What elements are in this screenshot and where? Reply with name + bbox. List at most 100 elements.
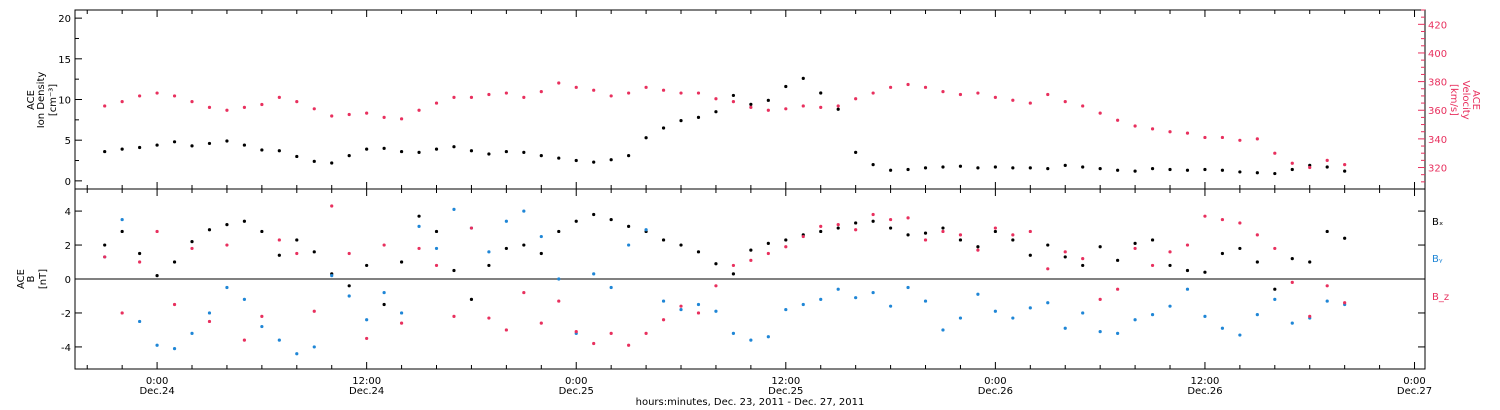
by-point (277, 338, 281, 342)
bx-point (242, 219, 247, 223)
density-point (207, 141, 212, 146)
bz-point (1046, 267, 1050, 271)
by-point (295, 352, 299, 356)
by-point (1098, 330, 1102, 334)
velocity-point (1098, 111, 1102, 115)
bx-point (906, 233, 910, 237)
bz-point (417, 246, 421, 251)
velocity-point (469, 95, 474, 99)
bx-point (627, 224, 631, 228)
bz-point (1343, 301, 1347, 305)
bx-point (574, 219, 578, 223)
bx-point (1343, 236, 1347, 240)
bx-point (696, 250, 701, 254)
legend-bx: Bₓ (1432, 217, 1443, 228)
bx-point (836, 226, 840, 230)
bx-point (819, 229, 823, 234)
bx-point (207, 228, 212, 232)
velocity-tick-label: 320 (1428, 164, 1447, 175)
bz-point (330, 204, 334, 208)
velocity-point (417, 108, 421, 112)
bx-point (1273, 287, 1277, 291)
x-tick-time-label: 0:00 (146, 376, 168, 387)
density-point (557, 156, 561, 160)
velocity-point (906, 82, 910, 87)
velocity-point (522, 95, 526, 99)
density-point (120, 147, 124, 151)
bx-point (679, 243, 683, 247)
bx-point (260, 229, 264, 234)
x-tick-time-label: 12:00 (352, 376, 381, 387)
by-point (382, 290, 386, 295)
velocity-point (295, 100, 299, 104)
bz-point (242, 338, 247, 342)
velocity-point (1011, 98, 1015, 102)
density-point (784, 84, 788, 89)
density-axis-title-line1: ACE (26, 90, 37, 110)
density-tick-label: 0 (65, 177, 71, 188)
by-point (888, 304, 893, 308)
by-point (347, 294, 351, 298)
velocity-point (382, 115, 386, 119)
bz-point (120, 311, 124, 315)
density-tick-label: 5 (65, 136, 71, 147)
by-point (242, 297, 247, 301)
by-point (941, 328, 945, 332)
bz-point (295, 251, 299, 256)
bz-point (958, 233, 963, 237)
field-tick-label: -4 (61, 343, 71, 354)
velocity-point (399, 117, 404, 121)
density-point (469, 149, 474, 153)
bz-point (854, 228, 858, 232)
by-point (714, 309, 718, 313)
velocity-point (190, 100, 194, 104)
bz-point (906, 216, 910, 220)
bz-point (207, 319, 212, 324)
velocity-point (1290, 161, 1294, 165)
field-axis-title: ACE B [nT] (16, 269, 49, 289)
by-point (1203, 314, 1207, 318)
bx-point (434, 229, 439, 234)
density-point (312, 159, 316, 163)
velocity-point (1063, 100, 1067, 104)
by-point (172, 347, 177, 351)
bx-point (888, 226, 893, 230)
bz-point (627, 343, 631, 347)
density-point (172, 140, 177, 144)
bx-point (382, 302, 386, 307)
density-point (1273, 171, 1277, 176)
bz-point (138, 260, 142, 264)
bx-point (993, 229, 997, 234)
velocity-point (941, 90, 945, 94)
density-point (487, 152, 491, 156)
by-point (923, 299, 928, 303)
x-tick-date-label: Dec.26 (978, 386, 1013, 397)
bx-point (295, 238, 299, 242)
field-tick-label: 2 (65, 241, 71, 252)
velocity-point (888, 85, 893, 89)
bx-point (225, 223, 229, 227)
density-point (522, 150, 526, 154)
bx-point (190, 240, 194, 244)
velocity-point (958, 92, 963, 97)
bx-point (1203, 270, 1207, 274)
bx-point (103, 243, 107, 247)
bz-point (172, 302, 177, 307)
bz-point (225, 243, 229, 247)
bz-point (277, 238, 281, 242)
by-point (1290, 321, 1294, 325)
velocity-point (1133, 124, 1137, 128)
by-point (836, 287, 840, 291)
by-point (976, 292, 980, 296)
by-point (644, 228, 648, 232)
bx-point (522, 243, 526, 247)
velocity-axis-title-line1: ACE (1470, 90, 1481, 110)
velocity-point (976, 91, 980, 95)
velocity-point (627, 91, 631, 95)
density-point (1028, 166, 1032, 170)
by-point (696, 302, 701, 307)
bz-point (1081, 257, 1085, 261)
legend-by: Bᵧ (1432, 254, 1443, 265)
bx-point (766, 241, 770, 245)
